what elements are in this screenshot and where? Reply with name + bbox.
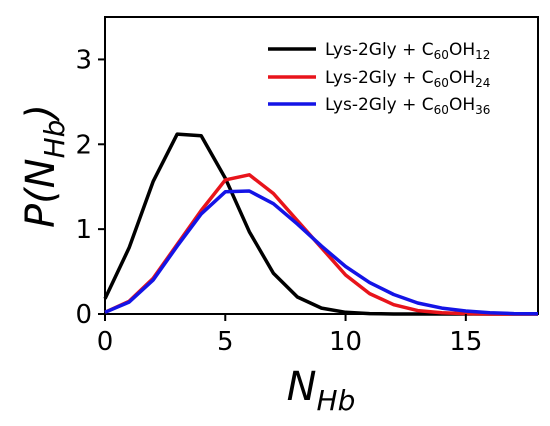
legend: Lys-2Gly + C60OH12 Lys-2Gly + C60OH24 Ly…	[268, 40, 490, 117]
x-axis-title: NHb	[287, 364, 356, 417]
legend-entry-0: Lys-2Gly + C60OH12	[268, 40, 490, 62]
x-axis-ticks: 0 5 10 15	[97, 314, 482, 357]
legend-label-1: Lys-2Gly + C60OH24	[325, 68, 490, 90]
y-tick-label-1: 1	[75, 215, 92, 245]
y-tick-label-3: 3	[75, 45, 92, 75]
legend-entry-1: Lys-2Gly + C60OH24	[268, 68, 490, 90]
x-tick-label-0: 0	[97, 327, 114, 357]
legend-label-0: Lys-2Gly + C60OH12	[325, 40, 490, 62]
x-tick-label-2: 10	[329, 327, 362, 357]
legend-label-2: Lys-2Gly + C60OH36	[325, 95, 490, 117]
x-tick-label-1: 5	[217, 327, 234, 357]
legend-entry-2: Lys-2Gly + C60OH36	[268, 95, 490, 117]
series-line-2	[104, 189, 539, 316]
y-tick-label-2: 2	[75, 130, 92, 160]
plot-area	[104, 16, 539, 315]
x-tick-label-3: 15	[449, 327, 482, 357]
y-axis-title: P(NHb)	[18, 104, 71, 228]
y-axis-ticks: 0 1 2 3	[75, 45, 105, 330]
y-tick-label-0: 0	[75, 300, 92, 330]
